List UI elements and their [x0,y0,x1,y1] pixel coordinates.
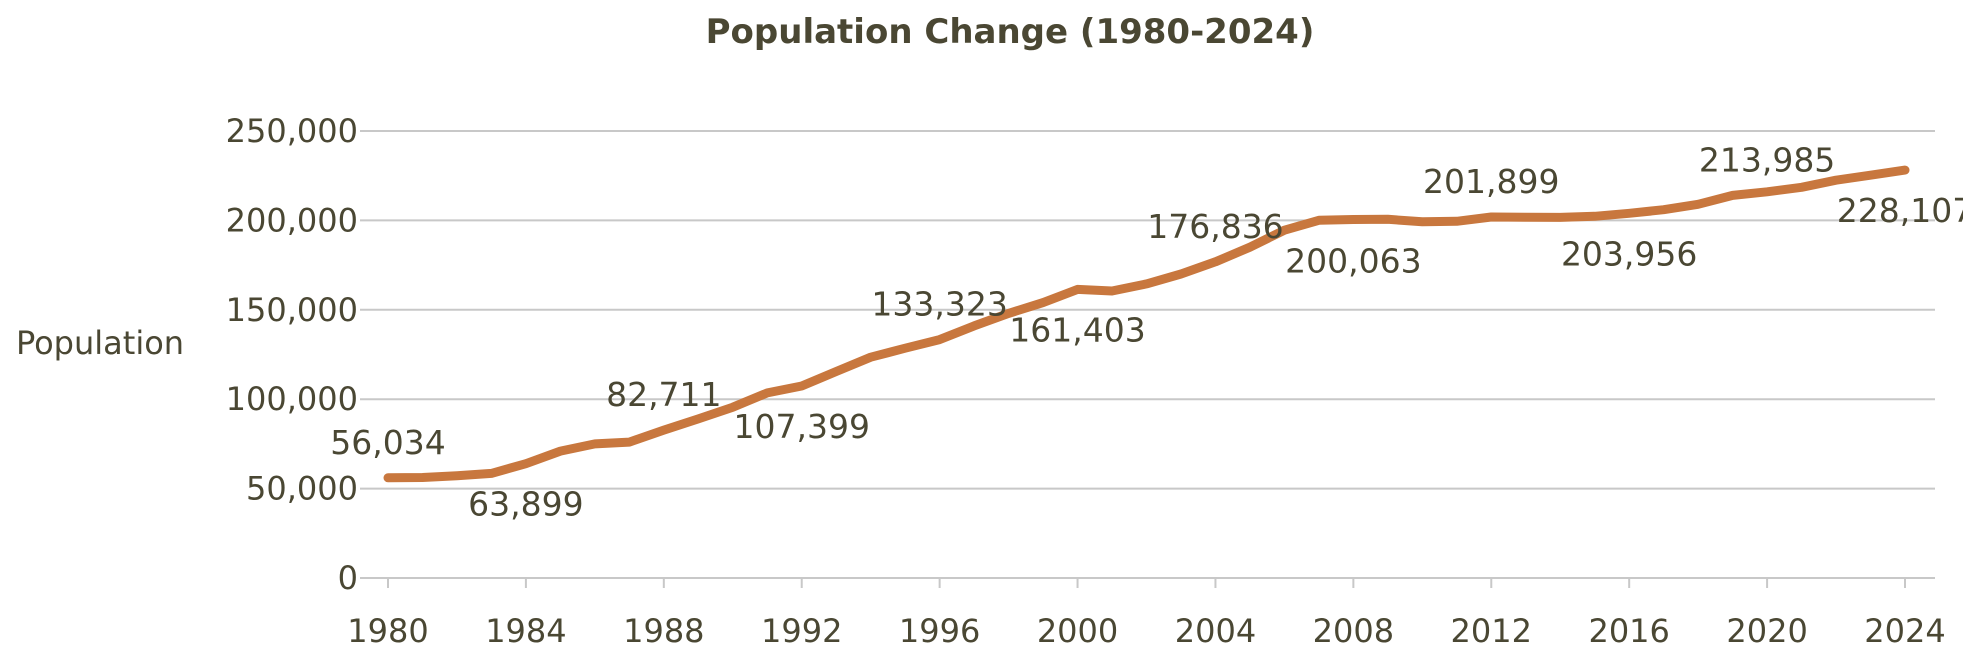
x-tick-label: 2004 [1175,612,1256,650]
y-tick-label: 0 [338,559,358,597]
data-label: 176,836 [1147,207,1283,246]
x-tick-label: 2012 [1451,612,1532,650]
y-tick-label: 250,000 [226,112,358,150]
data-label: 133,323 [871,285,1007,324]
data-label: 56,034 [330,423,445,462]
gridlines [360,130,1935,490]
x-tick-label: 2024 [1864,612,1945,650]
x-tick-label: 2008 [1313,612,1394,650]
data-label: 63,899 [468,485,583,524]
data-label: 107,399 [733,407,869,446]
data-label: 200,063 [1285,241,1421,280]
x-tick-label: 1984 [485,612,566,650]
series-line-population [383,165,1910,483]
x-tick-label: 1980 [347,612,428,650]
data-label: 201,899 [1423,162,1559,201]
data-label: 82,711 [606,375,721,414]
data-label: 228,107 [1837,191,1963,230]
x-axis: 1980 1984 1988 1992 1996 2000 2004 2008 2012 2016… [347,577,1946,650]
series-layer [383,165,1910,483]
y-tick-label: 50,000 [246,470,358,508]
data-label: 213,985 [1699,140,1835,179]
chart-title: Population Change (1980-2024) [706,12,1315,52]
y-tick-label: 100,000 [226,380,358,418]
data-label: 203,956 [1561,234,1697,273]
data-label: 161,403 [1009,310,1145,349]
y-axis-title: Population [16,324,184,362]
x-tick-label: 2000 [1037,612,1118,650]
x-tick-label: 1996 [899,612,980,650]
x-tick-label: 2020 [1726,612,1807,650]
x-tick-label: 1992 [761,612,842,650]
y-tick-label: 200,000 [226,201,358,239]
x-tick-label: 2016 [1588,612,1669,650]
y-axis-ticks: 0 50,000 100,000 150,000 200,000 250,000 [226,112,358,597]
x-tick-label: 1988 [623,612,704,650]
y-tick-label: 150,000 [226,291,358,329]
